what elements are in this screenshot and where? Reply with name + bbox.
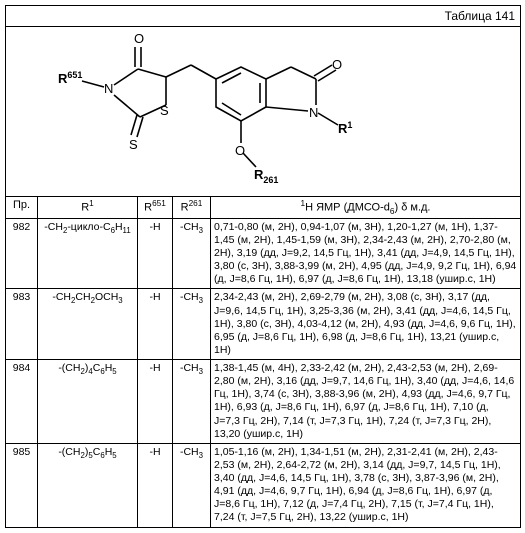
- label-r261: R261: [254, 167, 278, 185]
- structure-cell: O N S S O N O R651 R1 R261: [6, 27, 521, 197]
- cell-r1: -CH2CH2OCH3: [38, 289, 138, 360]
- cell-r651: -H: [138, 289, 173, 360]
- cell-r651: -H: [138, 443, 173, 527]
- cell-r1: -(CH2)5C6H5: [38, 443, 138, 527]
- molecule-diagram: O N S S O N O R651 R1 R261: [6, 27, 521, 192]
- cell-nmr: 1,05-1,16 (м, 2H), 1,34-1,51 (м, 2H), 2,…: [211, 443, 521, 527]
- cell-nmr: 2,34-2,43 (м, 2H), 2,69-2,79 (м, 2H), 3,…: [211, 289, 521, 360]
- cell-r1: -(CH2)4C6H5: [38, 360, 138, 444]
- table-row: 984 -(CH2)4C6H5 -H -CH3 1,38-1,45 (м, 4H…: [6, 360, 521, 444]
- atom-n1: N: [104, 81, 113, 96]
- cell-pr: 984: [6, 360, 38, 444]
- header-r1: R1: [38, 197, 138, 219]
- atom-s1: S: [160, 103, 169, 118]
- atom-o3: O: [235, 143, 245, 158]
- cell-r1: -CH2-цикло-C6H11: [38, 218, 138, 289]
- atom-o1: O: [134, 31, 144, 46]
- cell-nmr: 1,38-1,45 (м, 4H), 2,33-2,42 (м, 2H), 2,…: [211, 360, 521, 444]
- table-row: 983 -CH2CH2OCH3 -H -CH3 2,34-2,43 (м, 2H…: [6, 289, 521, 360]
- header-r261: R261: [173, 197, 211, 219]
- cell-nmr: 0,71-0,80 (м, 2H), 0,94-1,07 (м, 3H), 1,…: [211, 218, 521, 289]
- label-r651: R651: [58, 70, 82, 86]
- atom-s2: S: [129, 137, 138, 152]
- cell-r261: -CH3: [173, 360, 211, 444]
- table-row: 982 -CH2-цикло-C6H11 -H -CH3 0,71-0,80 (…: [6, 218, 521, 289]
- cell-pr: 985: [6, 443, 38, 527]
- cell-r261: -CH3: [173, 443, 211, 527]
- atom-o2: O: [332, 57, 342, 72]
- table-row: 985 -(CH2)5C6H5 -H -CH3 1,05-1,16 (м, 2H…: [6, 443, 521, 527]
- cell-pr: 983: [6, 289, 38, 360]
- cell-r651: -H: [138, 218, 173, 289]
- header-pr: Пр.: [6, 197, 38, 219]
- atom-n2: N: [309, 105, 318, 120]
- cell-r261: -CH3: [173, 218, 211, 289]
- label-r1: R1: [338, 120, 352, 136]
- cell-r261: -CH3: [173, 289, 211, 360]
- table-title: Таблица 141: [6, 6, 521, 27]
- data-table: Таблица 141: [5, 5, 521, 528]
- header-r651: R651: [138, 197, 173, 219]
- cell-r651: -H: [138, 360, 173, 444]
- cell-pr: 982: [6, 218, 38, 289]
- header-nmr: 1H ЯМР (ДМСО-d6) δ м.д.: [211, 197, 521, 219]
- header-row: Пр. R1 R651 R261 1H ЯМР (ДМСО-d6) δ м.д.: [6, 197, 521, 219]
